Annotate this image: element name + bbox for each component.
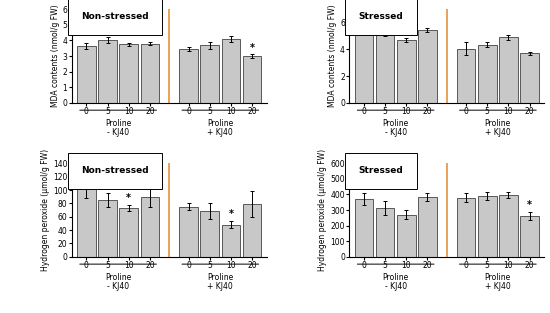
Text: Stressed: Stressed <box>359 166 404 175</box>
Text: Non-stressed: Non-stressed <box>81 166 149 175</box>
Bar <box>499 195 518 257</box>
Bar <box>179 49 198 103</box>
Bar <box>418 30 437 103</box>
Bar <box>418 197 437 257</box>
Bar <box>98 200 117 257</box>
Text: + KJ40: + KJ40 <box>207 282 233 291</box>
Bar <box>456 198 475 257</box>
Text: + KJ40: + KJ40 <box>485 282 511 291</box>
Text: - KJ40: - KJ40 <box>384 282 407 291</box>
Bar <box>243 204 261 257</box>
Bar <box>376 32 394 103</box>
Bar <box>119 44 138 103</box>
Bar <box>499 37 518 103</box>
Bar <box>179 207 198 257</box>
Text: - KJ40: - KJ40 <box>107 128 129 137</box>
Bar <box>119 208 138 257</box>
Bar <box>98 40 117 103</box>
Text: Stressed: Stressed <box>359 12 404 21</box>
Y-axis label: Hydrogen peroxide (μmol/g FW): Hydrogen peroxide (μmol/g FW) <box>318 149 327 271</box>
Text: + KJ40: + KJ40 <box>485 128 511 137</box>
Text: Proline: Proline <box>485 273 511 281</box>
Bar <box>478 196 497 257</box>
Bar <box>520 54 539 103</box>
Bar <box>141 44 160 103</box>
Bar <box>520 216 539 257</box>
Text: *: * <box>228 209 233 219</box>
Text: Proline: Proline <box>207 119 233 128</box>
Text: - KJ40: - KJ40 <box>107 282 129 291</box>
Text: Proline: Proline <box>383 119 409 128</box>
Bar <box>355 199 373 257</box>
Y-axis label: MDA contents (nmol/g FW): MDA contents (nmol/g FW) <box>51 5 60 107</box>
Bar <box>200 45 219 103</box>
Text: *: * <box>126 193 131 203</box>
Bar <box>200 211 219 257</box>
Bar <box>141 197 160 257</box>
Y-axis label: Hydrogen peroxide (μmol/g FW): Hydrogen peroxide (μmol/g FW) <box>41 149 50 271</box>
Bar <box>456 49 475 103</box>
Text: Proline: Proline <box>105 273 131 281</box>
Bar <box>222 39 240 103</box>
Text: Proline: Proline <box>485 119 511 128</box>
Text: - KJ40: - KJ40 <box>384 128 407 137</box>
Text: *: * <box>250 43 255 53</box>
Bar <box>77 186 96 257</box>
Text: + KJ40: + KJ40 <box>207 128 233 137</box>
Bar <box>77 46 96 103</box>
Bar <box>397 215 416 257</box>
Text: Proline: Proline <box>383 273 409 281</box>
Bar <box>355 30 373 103</box>
Bar <box>222 225 240 257</box>
Text: Non-stressed: Non-stressed <box>81 12 149 21</box>
Text: Proline: Proline <box>105 119 131 128</box>
Y-axis label: MDA contents (nmol/g FW): MDA contents (nmol/g FW) <box>328 5 337 107</box>
Text: Proline: Proline <box>207 273 233 281</box>
Text: *: * <box>527 200 532 210</box>
Bar <box>397 40 416 103</box>
Bar <box>478 45 497 103</box>
Bar <box>376 208 394 257</box>
Bar <box>243 56 261 103</box>
